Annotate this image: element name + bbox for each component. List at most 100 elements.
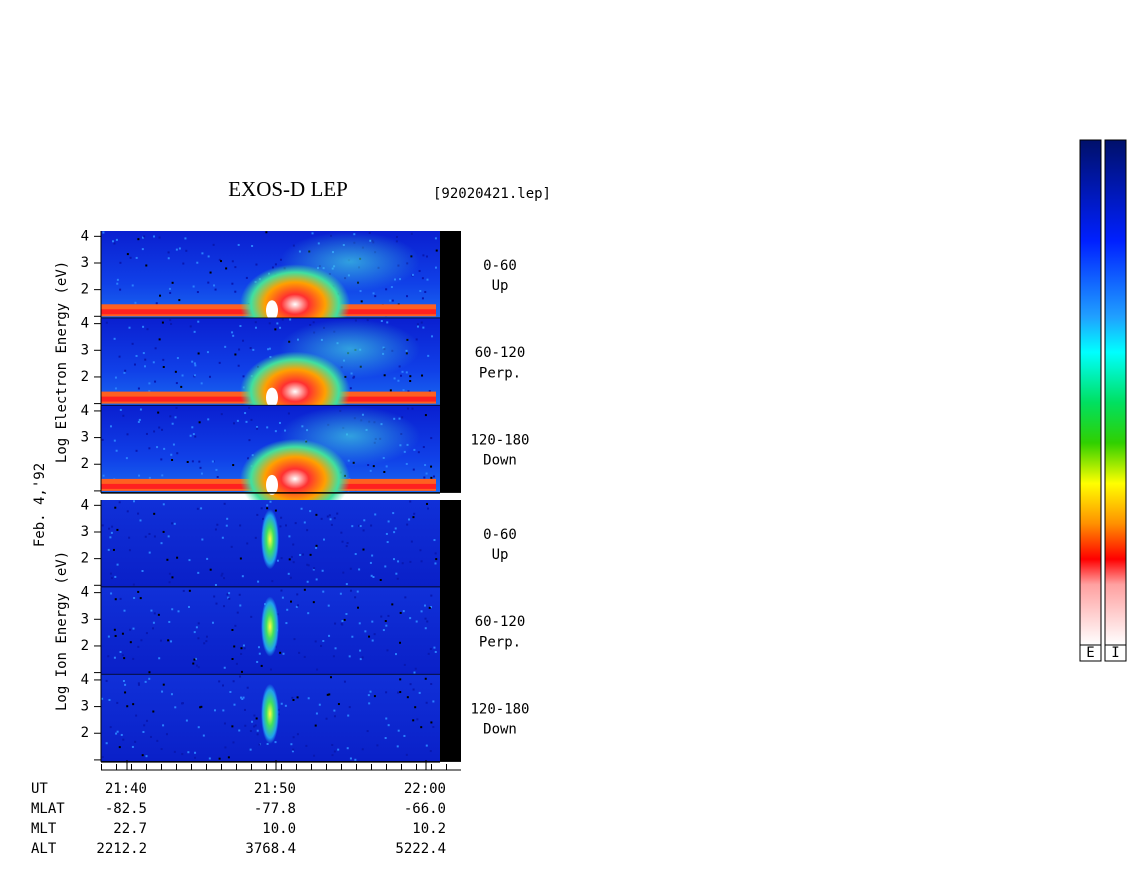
speckle <box>213 709 216 712</box>
row-value: 2212.2 <box>96 841 147 857</box>
speckle <box>302 553 305 556</box>
speckle <box>385 532 388 535</box>
speckle <box>346 747 349 750</box>
speckle <box>409 500 412 503</box>
speckle <box>359 649 362 652</box>
speckle <box>412 468 415 471</box>
speckle <box>416 323 419 326</box>
speckle <box>412 516 415 519</box>
speckle <box>258 652 261 655</box>
speckle <box>427 652 430 655</box>
speckle <box>318 703 321 706</box>
speckle <box>309 553 312 556</box>
speckle <box>290 743 293 746</box>
speckle <box>225 524 228 527</box>
speckle <box>373 633 376 636</box>
ion-streak <box>261 683 279 744</box>
speckle <box>342 571 345 574</box>
speckle <box>110 531 113 534</box>
speckle <box>158 338 161 341</box>
speckle <box>200 382 203 385</box>
speckle <box>425 472 428 475</box>
speckle <box>109 726 112 729</box>
speckle <box>137 683 140 686</box>
speckle <box>137 512 140 515</box>
speckle <box>278 421 281 424</box>
speckle <box>316 668 319 671</box>
pitch-direction: Perp. <box>479 365 521 381</box>
speckle <box>433 539 436 542</box>
speckle <box>326 515 329 518</box>
speckle <box>194 751 197 754</box>
speckle <box>369 469 372 472</box>
speckle <box>266 504 269 507</box>
speckle <box>393 531 396 534</box>
speckle <box>132 703 135 706</box>
speckle <box>395 572 398 575</box>
speckle <box>361 748 364 751</box>
speckle <box>191 426 194 429</box>
speckle <box>110 592 113 595</box>
speckle <box>141 248 144 251</box>
speckle <box>223 502 226 505</box>
speckle <box>225 267 228 270</box>
speckle <box>348 655 351 658</box>
speckle <box>241 698 244 701</box>
speckle <box>255 717 258 720</box>
speckle <box>155 302 158 305</box>
speckle <box>298 651 301 654</box>
speckle <box>158 657 161 660</box>
speckle <box>169 415 172 418</box>
speckle <box>114 598 117 601</box>
colorbar-label: I <box>1111 645 1119 661</box>
speckle <box>256 660 259 663</box>
speckle <box>226 517 229 520</box>
speckle <box>404 596 407 599</box>
speckle <box>188 559 191 562</box>
speckle <box>208 757 211 760</box>
speckle <box>240 652 243 655</box>
speckle <box>429 750 432 753</box>
speckle <box>328 634 331 637</box>
speckle <box>281 318 284 321</box>
speckle <box>108 527 111 530</box>
speckle <box>289 318 292 321</box>
speckle <box>409 380 412 383</box>
row-name: MLAT <box>31 801 65 817</box>
speckle <box>197 320 200 323</box>
speckle <box>116 701 119 704</box>
speckle <box>241 575 244 578</box>
speckle <box>422 326 425 329</box>
speckle <box>292 736 295 739</box>
speckle <box>430 594 433 597</box>
speckle <box>327 604 330 607</box>
speckle <box>385 288 388 291</box>
speckle <box>115 238 118 241</box>
speckle <box>218 361 221 364</box>
speckle <box>412 688 415 691</box>
speckle <box>220 413 223 416</box>
speckle <box>424 414 427 417</box>
speckle <box>213 284 216 287</box>
speckle <box>224 746 227 749</box>
speckle <box>148 551 151 554</box>
speckle <box>216 476 219 479</box>
spectrogram-panel <box>101 405 440 519</box>
speckle <box>303 655 306 658</box>
speckle <box>140 639 143 642</box>
speckle <box>359 658 362 661</box>
speckle <box>249 729 252 732</box>
speckle <box>320 644 323 647</box>
speckle <box>379 578 382 581</box>
speckle <box>253 714 256 717</box>
speckle <box>394 527 397 530</box>
speckle <box>416 718 419 721</box>
speckle <box>148 671 151 674</box>
speckle <box>348 706 351 709</box>
speckle <box>402 389 405 392</box>
speckle <box>162 358 165 361</box>
speckle <box>372 292 375 295</box>
speckle <box>430 476 433 479</box>
speckle <box>174 370 177 373</box>
y-tick-label: 4 <box>81 672 89 688</box>
